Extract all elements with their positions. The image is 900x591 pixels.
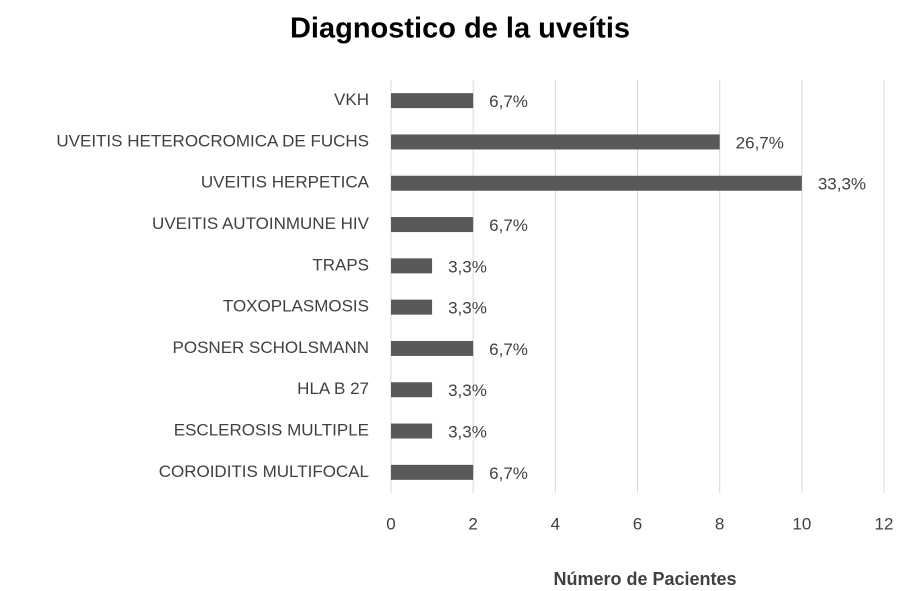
y-tick-label: UVEITIS HETEROCROMICA DE FUCHS [56, 131, 369, 150]
y-tick-label: UVEITIS HERPETICA [201, 173, 370, 192]
y-tick-label: UVEITIS AUTOINMUNE HIV [152, 214, 370, 233]
data-label: 6,7% [489, 92, 528, 111]
bar [391, 340, 474, 356]
data-label: 6,7% [489, 340, 528, 359]
data-label: 6,7% [489, 464, 528, 483]
x-tick-label: 4 [551, 514, 560, 533]
data-label: 3,3% [448, 423, 487, 442]
data-label: 26,7% [736, 133, 784, 152]
y-tick-label: TOXOPLASMOSIS [223, 297, 369, 316]
y-tick-label: ESCLEROSIS MULTIPLE [174, 421, 369, 440]
y-tick-label: VKH [334, 90, 369, 109]
data-label: 33,3% [818, 175, 866, 194]
y-tick-label: COROIDITIS MULTIFOCAL [159, 462, 369, 481]
x-tick-label: 8 [715, 514, 724, 533]
data-label: 6,7% [489, 216, 528, 235]
bar [391, 175, 802, 191]
bar [391, 258, 433, 274]
y-tick-label: TRAPS [312, 255, 369, 274]
bar [391, 299, 433, 315]
bar [391, 423, 433, 439]
bar [391, 217, 474, 233]
x-tick-label: 10 [792, 514, 811, 533]
y-tick-label: POSNER SCHOLSMANN [173, 338, 369, 357]
data-label: 3,3% [448, 299, 487, 318]
bar [391, 382, 433, 398]
x-tick-label: 2 [468, 514, 477, 533]
x-axis-title: Número de Pacientes [553, 569, 736, 589]
chart-title: Diagnostico de la uveítis [290, 13, 630, 45]
x-tick-label: 6 [633, 514, 642, 533]
x-tick-label: 0 [386, 514, 395, 533]
bar [391, 93, 474, 109]
bar [391, 464, 474, 480]
data-label: 3,3% [448, 257, 487, 276]
x-tick-label: 12 [875, 514, 894, 533]
y-tick-label: HLA B 27 [297, 379, 369, 398]
data-label: 3,3% [448, 381, 487, 400]
bar [391, 134, 720, 150]
